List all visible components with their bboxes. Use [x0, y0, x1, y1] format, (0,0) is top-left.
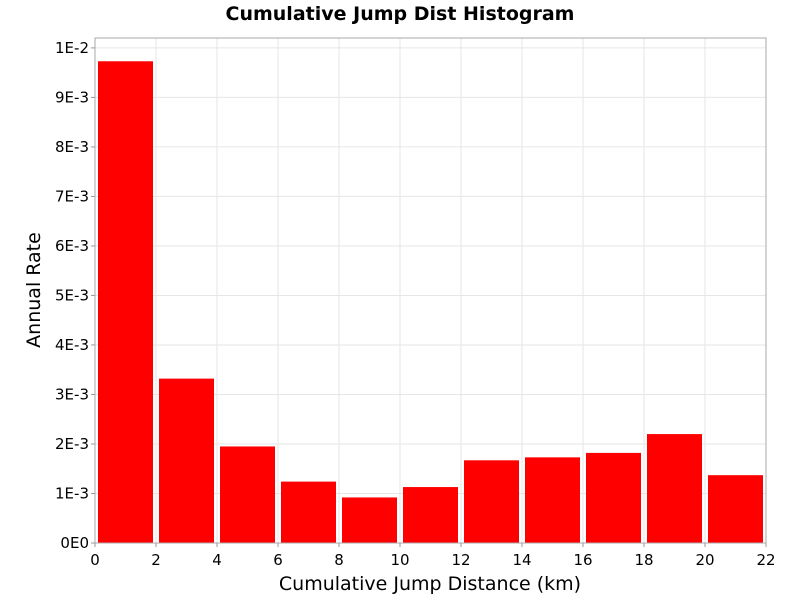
- y-tick-label: 9E-3: [55, 88, 89, 106]
- bar-10-12: [403, 487, 458, 543]
- y-tick-label: 5E-3: [55, 286, 89, 304]
- y-tick-label: 2E-3: [55, 435, 89, 453]
- y-axis-ticks: 0E0 1E-3 2E-3 3E-3 4E-3 5E-3 6E-3 7E-3 8E-3 9E-3 1…: [55, 39, 95, 552]
- bar-0-2: [98, 61, 153, 544]
- x-axis-ticks: 0 2 4 6 8 10 12 14 16 18 20 22: [90, 543, 776, 569]
- x-tick-label: 12: [451, 551, 470, 569]
- bar-18-20: [647, 434, 702, 543]
- y-tick-label: 4E-3: [55, 336, 89, 354]
- x-tick-label: 6: [273, 551, 283, 569]
- bar-2-4: [159, 378, 214, 543]
- y-tick-label: 8E-3: [55, 138, 89, 156]
- plot-frame: [94, 37, 767, 544]
- x-tick-label: 4: [212, 551, 222, 569]
- bar-8-10: [342, 497, 397, 543]
- x-tick-label: 16: [573, 551, 592, 569]
- y-tick-label: 0E0: [60, 534, 89, 552]
- bar-6-8: [281, 481, 336, 543]
- x-tick-label: 22: [756, 551, 775, 569]
- x-tick-label: 14: [512, 551, 531, 569]
- x-tick-label: 2: [151, 551, 161, 569]
- x-tick-label: 18: [634, 551, 653, 569]
- chart-title: Cumulative Jump Dist Histogram: [226, 3, 575, 25]
- bar-16-18: [586, 452, 641, 543]
- bar-4-6: [220, 446, 275, 543]
- y-tick-label: 3E-3: [55, 385, 89, 403]
- y-tick-label: 6E-3: [55, 237, 89, 255]
- bars: [98, 61, 763, 544]
- y-tick-label: 7E-3: [55, 187, 89, 205]
- bar-20-22: [708, 475, 763, 543]
- y-tick-label: 1E-3: [55, 484, 89, 502]
- x-tick-label: 8: [334, 551, 344, 569]
- y-tick-label: 1E-2: [55, 39, 89, 57]
- y-axis-label: Annual Rate: [23, 232, 45, 348]
- x-axis-label: Cumulative Jump Distance (km): [279, 573, 581, 595]
- x-tick-label: 0: [90, 551, 100, 569]
- x-tick-label: 20: [695, 551, 714, 569]
- bar-14-16: [525, 457, 580, 543]
- x-tick-label: 10: [390, 551, 409, 569]
- bar-12-14: [464, 460, 519, 543]
